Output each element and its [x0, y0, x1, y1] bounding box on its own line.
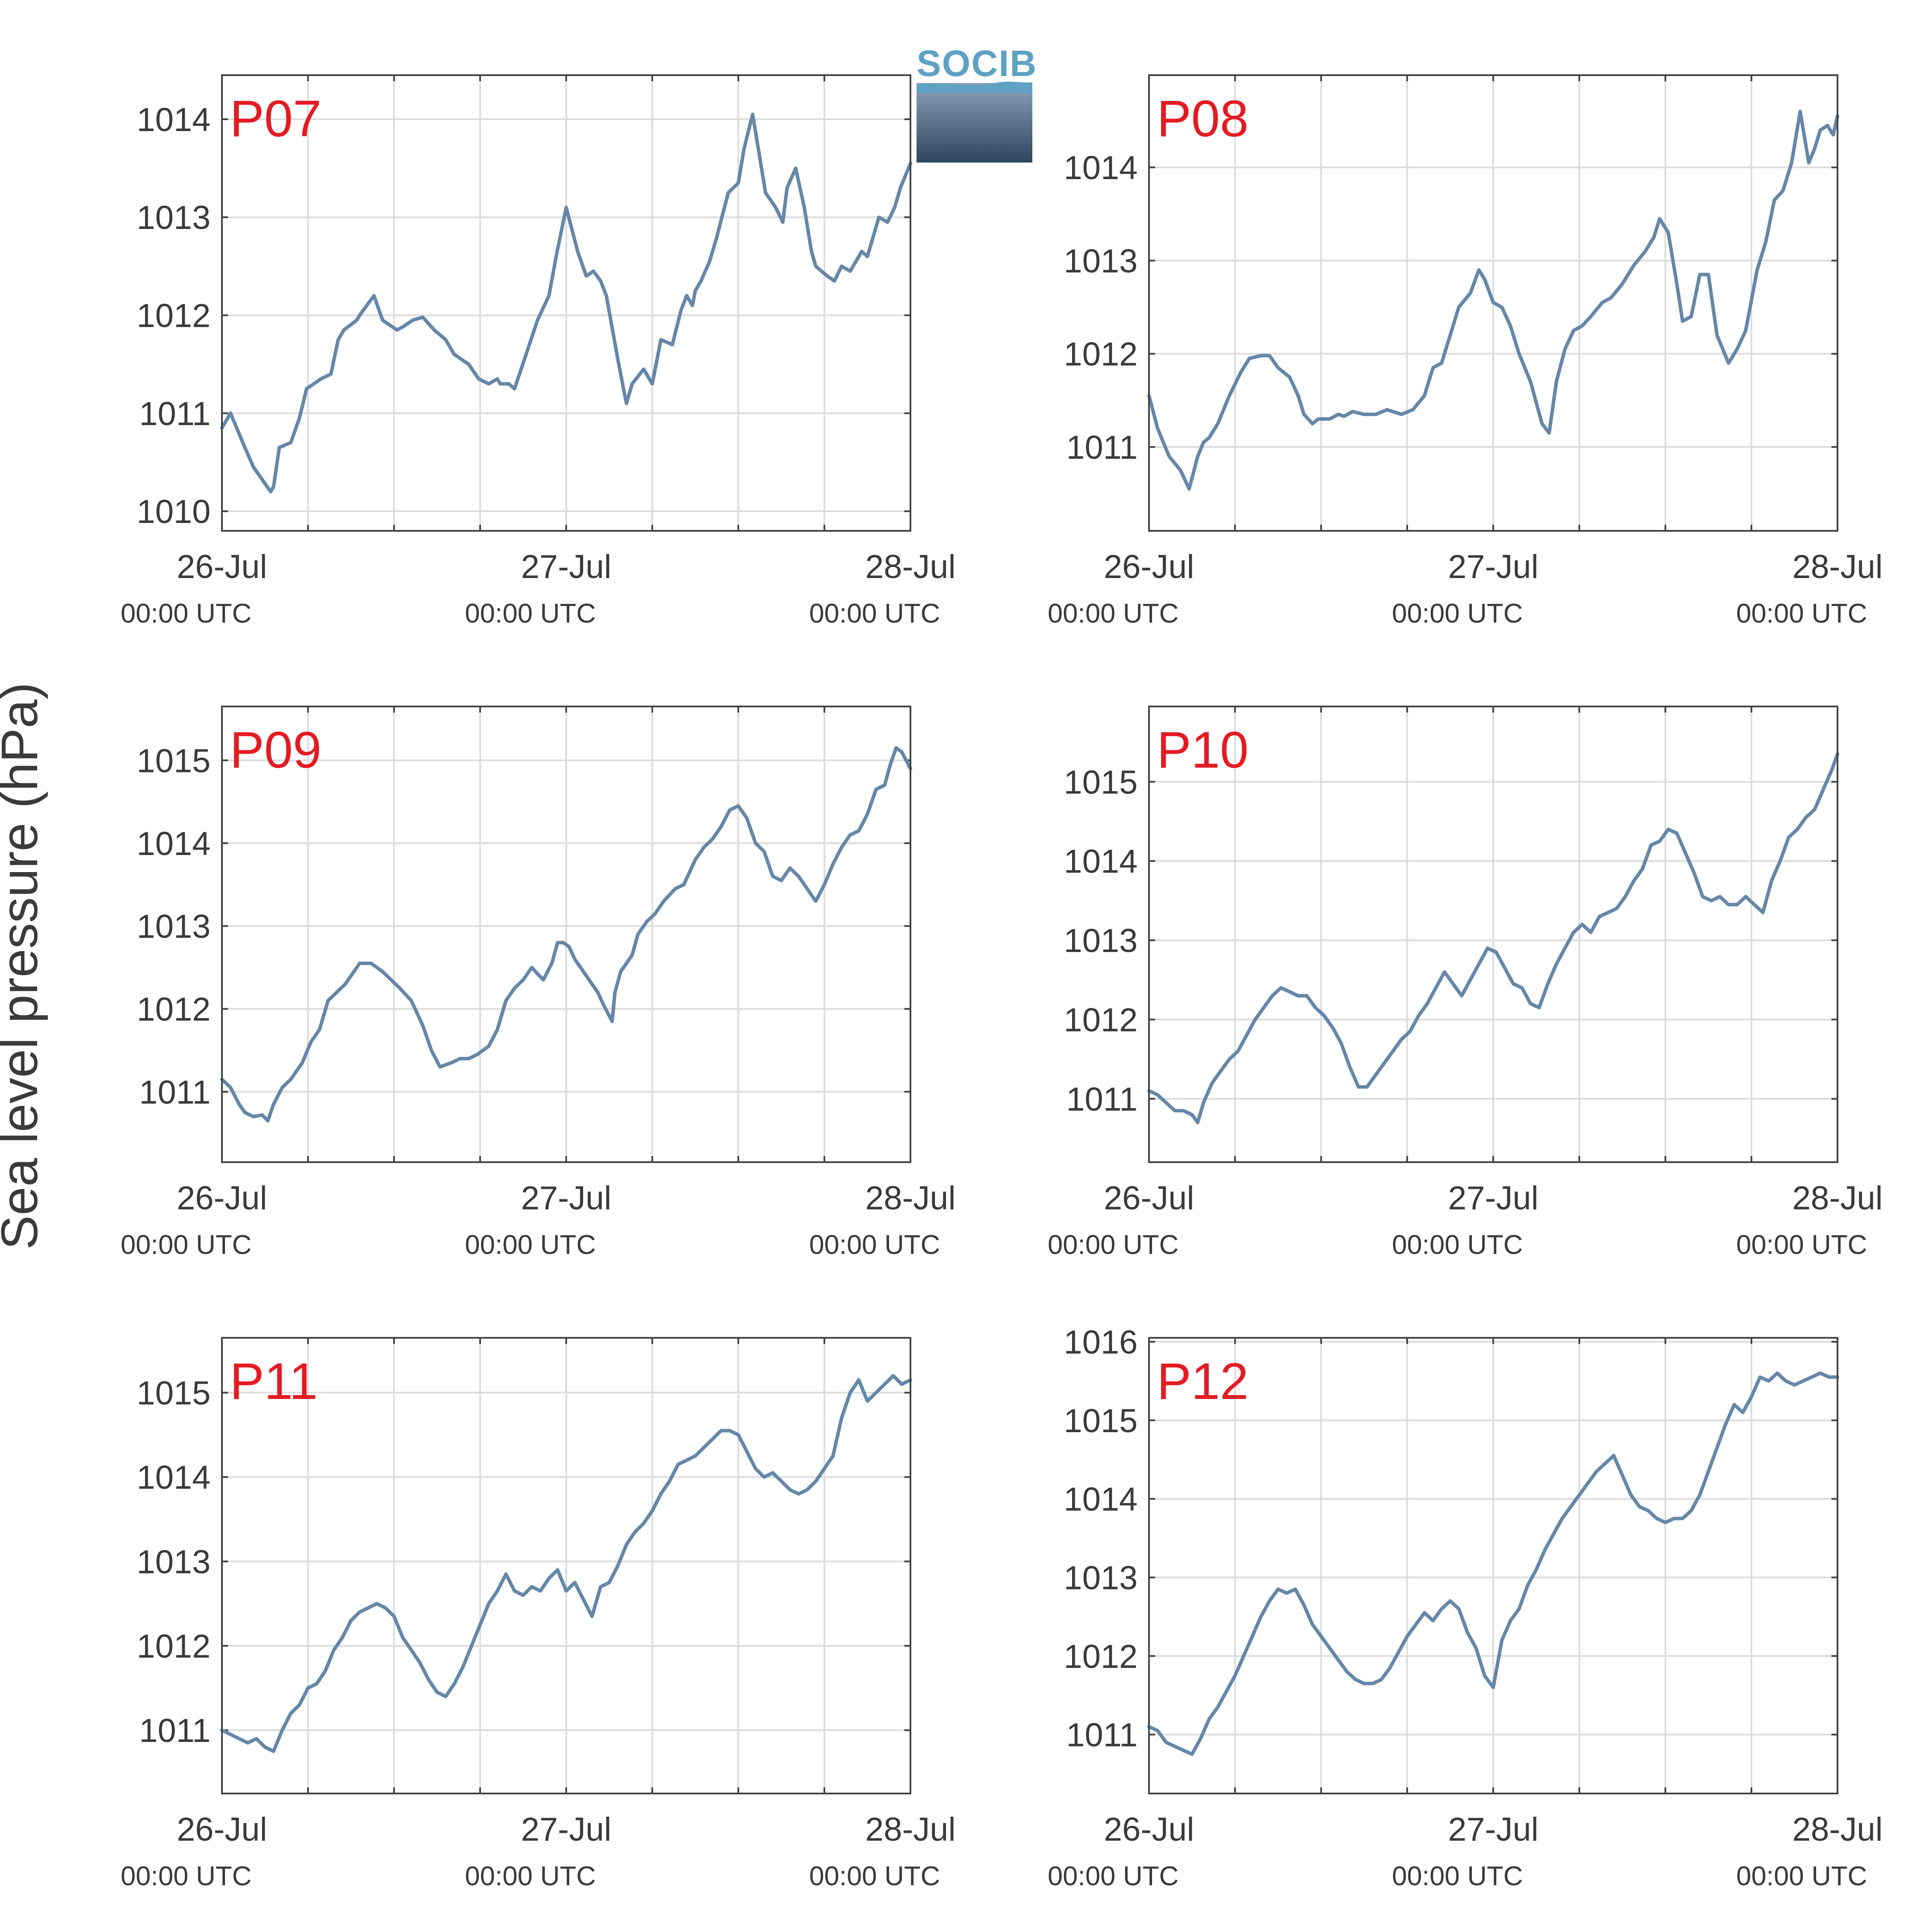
y-tick-label: 1011	[139, 395, 211, 433]
x-tick-label: 26-Jul	[177, 1180, 267, 1217]
logo-water-block	[917, 83, 1032, 163]
y-tick-label: 1014	[137, 825, 211, 862]
x-tick-label: 28-Jul	[865, 1180, 956, 1217]
plot-frame	[1148, 706, 1838, 1163]
x-tick-sublabel: 00:00 UTC	[1392, 599, 1523, 629]
x-tick-sublabel: 00:00 UTC	[1048, 1230, 1179, 1260]
chart-panel-p08: 1011 1012 1013 1014 26-Jul 00:00 UTC 27-Jul 00:…	[1048, 74, 1883, 629]
plot-frame	[221, 706, 911, 1163]
y-tick-label: 1012	[137, 991, 211, 1028]
x-tick-label: 26-Jul	[1104, 1811, 1194, 1848]
panel-title: P07	[230, 90, 322, 148]
socib-logo: SOCIB	[917, 43, 1038, 163]
panel-title: P11	[230, 1353, 318, 1410]
y-tick-label: 1012	[1064, 336, 1138, 373]
y-tick-label: 1013	[1064, 1559, 1138, 1596]
x-tick-label: 27-Jul	[521, 548, 612, 585]
y-tick-label: 1013	[137, 908, 211, 945]
x-tick-sublabel: 00:00 UTC	[809, 1230, 940, 1260]
x-tick-label: 26-Jul	[1104, 548, 1194, 585]
x-tick-sublabel: 00:00 UTC	[1736, 1861, 1867, 1891]
panel-title: P09	[230, 721, 322, 779]
data-line-p08	[1147, 110, 1839, 491]
y-tick-label: 1012	[137, 298, 211, 335]
y-tick-label: 1011	[1066, 429, 1138, 466]
plot-frame	[221, 1337, 911, 1794]
x-tick-sublabel: 00:00 UTC	[121, 1230, 252, 1260]
y-tick-label: 1015	[137, 742, 211, 779]
plot-frame	[1148, 74, 1838, 532]
x-tick-label: 26-Jul	[177, 548, 267, 585]
x-tick-label: 28-Jul	[1793, 1811, 1883, 1848]
x-tick-label: 28-Jul	[865, 548, 956, 585]
data-line-p09	[220, 746, 912, 1123]
y-axis-label-text: Sea level pressure (hPa)	[0, 682, 48, 1250]
x-tick-sublabel: 00:00 UTC	[121, 1861, 252, 1891]
x-tick-sublabel: 00:00 UTC	[465, 1230, 596, 1260]
panel-title: P12	[1157, 1353, 1249, 1410]
y-tick-label: 1013	[1064, 242, 1138, 280]
panel-title: P08	[1157, 90, 1249, 148]
x-tick-sublabel: 00:00 UTC	[1736, 1230, 1867, 1260]
y-tick-label: 1014	[1064, 1481, 1138, 1518]
y-tick-label: 1012	[1064, 1001, 1138, 1039]
y-tick-label: 1013	[137, 1544, 211, 1581]
chart-panel-p10: 1011 1012 1013 1014 1015 26-Jul 00:00 UTC 27-Ju…	[1048, 706, 1883, 1260]
x-tick-sublabel: 00:00 UTC	[809, 1861, 940, 1891]
y-tick-label: 1012	[137, 1628, 211, 1665]
y-tick-label: 1013	[1064, 922, 1138, 959]
x-tick-label: 28-Jul	[1793, 548, 1883, 585]
data-line-p12	[1147, 1371, 1839, 1756]
data-line-p07	[220, 112, 912, 494]
x-tick-sublabel: 00:00 UTC	[465, 599, 596, 629]
x-tick-label: 26-Jul	[177, 1811, 267, 1848]
y-tick-label: 1010	[137, 493, 211, 530]
y-tick-label: 1011	[1066, 1717, 1138, 1754]
x-tick-sublabel: 00:00 UTC	[465, 1861, 596, 1891]
y-tick-label: 1016	[1064, 1324, 1138, 1361]
y-tick-label: 1013	[137, 199, 211, 236]
x-tick-label: 27-Jul	[521, 1180, 612, 1217]
plot-frame	[221, 74, 911, 532]
plot-frame	[1148, 1337, 1838, 1794]
x-tick-sublabel: 00:00 UTC	[809, 599, 940, 629]
x-tick-label: 28-Jul	[1793, 1180, 1883, 1217]
logo-wave-icon	[917, 81, 1032, 93]
y-tick-label: 1014	[137, 101, 211, 138]
chart-panel-p11: 1011 1012 1013 1014 1015 26-Jul 00:00 UTC 27-Ju…	[121, 1337, 956, 1891]
x-tick-sublabel: 00:00 UTC	[1048, 1861, 1179, 1891]
x-tick-label: 27-Jul	[1448, 1811, 1539, 1848]
x-tick-label: 27-Jul	[1448, 548, 1539, 585]
y-tick-label: 1011	[139, 1074, 211, 1111]
x-tick-sublabel: 00:00 UTC	[1392, 1230, 1523, 1260]
y-tick-label: 1011	[1066, 1081, 1138, 1118]
y-tick-label: 1012	[1064, 1638, 1138, 1675]
y-tick-label: 1015	[1064, 764, 1138, 801]
y-tick-label: 1011	[139, 1712, 211, 1749]
x-tick-label: 26-Jul	[1104, 1180, 1194, 1217]
y-tick-label: 1015	[1064, 1402, 1138, 1440]
x-tick-label: 27-Jul	[1448, 1180, 1539, 1217]
data-line-p11	[220, 1374, 912, 1753]
y-tick-label: 1014	[137, 1459, 211, 1496]
x-tick-label: 27-Jul	[521, 1811, 612, 1848]
x-tick-sublabel: 00:00 UTC	[1392, 1861, 1523, 1891]
y-tick-label: 1014	[1064, 149, 1138, 187]
chart-panel-p07: 1010 1011 1012 1013 1014 26-Jul 00:00 UTC 27-Ju…	[121, 74, 956, 629]
chart-panel-p12: 1011 1012 1013 1014 1015 1016 26-Jul 00:00 UTC 2…	[1048, 1324, 1882, 1891]
x-tick-label: 28-Jul	[865, 1811, 956, 1848]
x-tick-sublabel: 00:00 UTC	[121, 599, 252, 629]
logo-text: SOCIB	[917, 43, 1038, 84]
x-tick-sublabel: 00:00 UTC	[1736, 599, 1867, 629]
x-tick-sublabel: 00:00 UTC	[1048, 599, 1179, 629]
data-line-p10	[1147, 752, 1839, 1125]
chart-panel-p09: 1011 1012 1013 1014 1015 26-Jul 00:00 UTC 27-Ju…	[121, 706, 956, 1260]
y-tick-label: 1014	[1064, 843, 1138, 880]
y-tick-label: 1015	[137, 1375, 211, 1412]
panel-title: P10	[1157, 721, 1249, 779]
